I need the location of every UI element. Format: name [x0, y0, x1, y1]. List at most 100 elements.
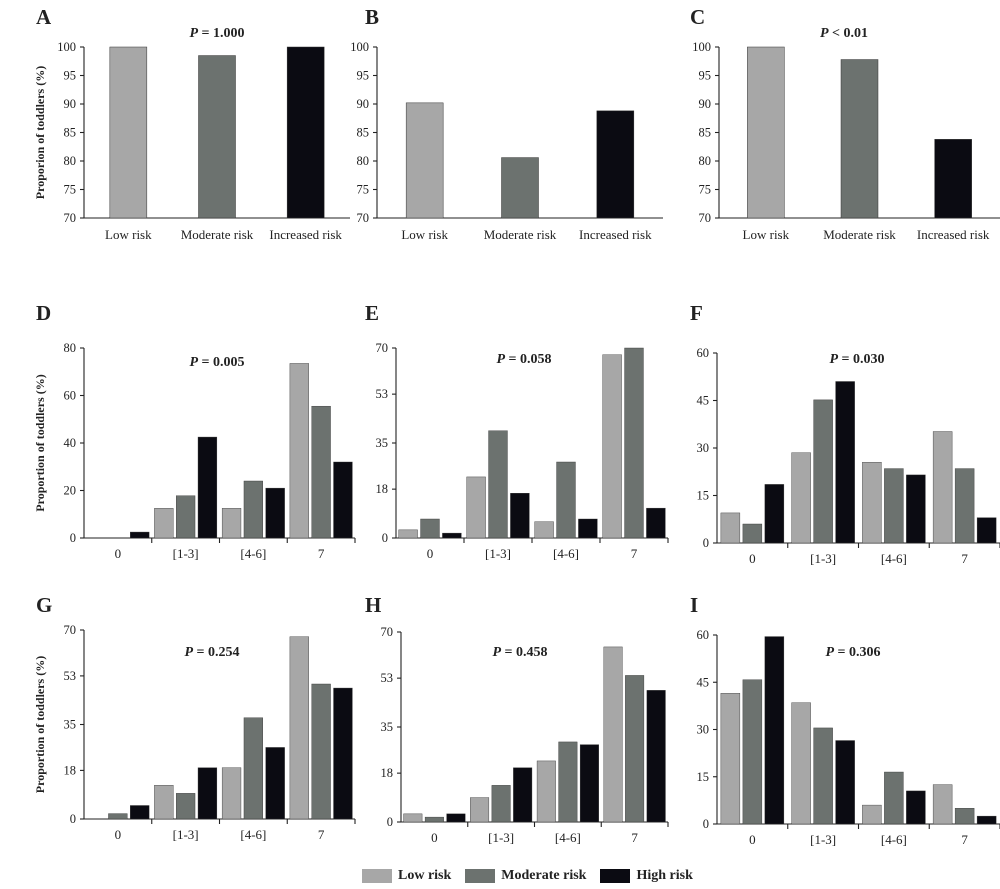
y-tick-label: 90 [64, 97, 77, 111]
y-tick-label: 60 [697, 346, 710, 360]
bar [130, 531, 150, 539]
bar [646, 507, 666, 539]
bar [624, 347, 644, 539]
bar [556, 461, 576, 539]
panel-letter: I [690, 593, 698, 617]
x-category-label: [4-6] [240, 546, 266, 561]
y-tick-label: 95 [357, 69, 370, 83]
y-tick-label: 100 [57, 40, 76, 54]
y-tick-label: 85 [357, 126, 370, 140]
bar [130, 805, 150, 820]
legend-item-moderate: Moderate risk [465, 868, 586, 884]
y-tick-label: 75 [357, 183, 370, 197]
bar [646, 690, 666, 823]
bar [221, 767, 242, 820]
y-tick-label: 70 [64, 623, 77, 637]
bar [243, 717, 263, 820]
y-tick-label: 95 [64, 69, 77, 83]
y-tick-label: 90 [357, 97, 370, 111]
x-category-label: Low risk [743, 227, 790, 242]
bar [513, 767, 533, 823]
bar [976, 517, 997, 544]
y-tick-label: 70 [64, 211, 77, 225]
x-category-label: 0 [431, 830, 438, 845]
p-value-annotation: P = 0.306 [825, 645, 880, 660]
y-tick-label: 75 [64, 183, 77, 197]
chart-panel-a: A 70 75 80 85 90 95 100 Proporion of toddlers (%… [33, 5, 350, 242]
y-tick-label: 85 [64, 126, 77, 140]
bar [534, 521, 554, 539]
y-tick-label: 30 [697, 723, 710, 737]
y-tick-label: 0 [703, 817, 709, 831]
y-tick-label: 80 [64, 341, 77, 355]
p-value-annotation: P = 1.000 [189, 26, 244, 41]
y-tick-label: 80 [699, 154, 712, 168]
y-tick-label: 35 [64, 718, 77, 732]
y-tick-label: 80 [357, 154, 370, 168]
y-tick-label: 20 [64, 484, 77, 498]
bar [747, 46, 785, 219]
bar [265, 487, 285, 539]
bar [176, 495, 196, 539]
y-tick-label: 70 [376, 341, 389, 355]
y-tick-label: 15 [697, 489, 710, 503]
y-tick-label: 53 [381, 671, 394, 685]
x-category-label: Low risk [401, 227, 448, 242]
bar [720, 693, 741, 825]
y-tick-label: 45 [697, 394, 710, 408]
panel-letter: A [36, 5, 52, 29]
bar [154, 508, 174, 539]
bar [221, 508, 242, 539]
panel-letter: C [690, 5, 705, 29]
bar [488, 430, 508, 539]
bar [932, 784, 953, 825]
x-category-label: 7 [318, 827, 325, 842]
y-axis-label: Proporion of toddlers (%) [33, 66, 47, 199]
bar [311, 405, 331, 539]
x-category-label: 7 [318, 546, 325, 561]
x-category-label: [4-6] [881, 551, 907, 566]
bar [862, 462, 882, 544]
panel-letter: D [36, 301, 51, 325]
x-category-label: 0 [427, 546, 434, 561]
bar [835, 740, 855, 825]
bar [491, 785, 511, 823]
p-value-annotation: P = 0.030 [829, 352, 884, 367]
x-category-label: [1-3] [173, 546, 199, 561]
bar [197, 436, 218, 539]
y-tick-label: 75 [699, 183, 712, 197]
chart-panel-d: D 0 20 40 60 80 Proportion of toddlers (%) P = … [33, 301, 356, 561]
y-tick-label: 90 [699, 97, 712, 111]
x-category-label: [4-6] [553, 546, 579, 561]
y-tick-label: 15 [697, 770, 710, 784]
y-tick-label: 70 [699, 211, 712, 225]
bar [906, 790, 926, 825]
y-tick-label: 0 [70, 812, 76, 826]
bar [424, 816, 444, 823]
legend-label-low: Low risk [398, 868, 452, 883]
bar [398, 529, 418, 539]
bar [906, 474, 926, 544]
bar [578, 518, 598, 539]
y-tick-label: 70 [381, 625, 394, 639]
y-tick-label: 60 [64, 389, 77, 403]
bar [791, 452, 811, 544]
bar [311, 683, 331, 820]
y-tick-label: 40 [64, 436, 77, 450]
x-category-label: [4-6] [881, 832, 907, 847]
legend: Low risk Moderate risk High risk [362, 866, 707, 886]
legend-swatch-moderate [465, 869, 496, 883]
bar [466, 476, 486, 539]
bar [742, 679, 763, 825]
x-category-label: 7 [631, 546, 638, 561]
x-category-label: Increased risk [579, 227, 652, 242]
bar [446, 813, 466, 823]
bar [442, 532, 462, 539]
x-category-label: 7 [631, 830, 638, 845]
bar [405, 102, 444, 219]
chart-panel-b: B 70 75 80 85 90 95 100 Low risk Moderate risk Inc… [350, 5, 663, 242]
y-tick-label: 18 [376, 482, 389, 496]
bar [954, 808, 975, 825]
